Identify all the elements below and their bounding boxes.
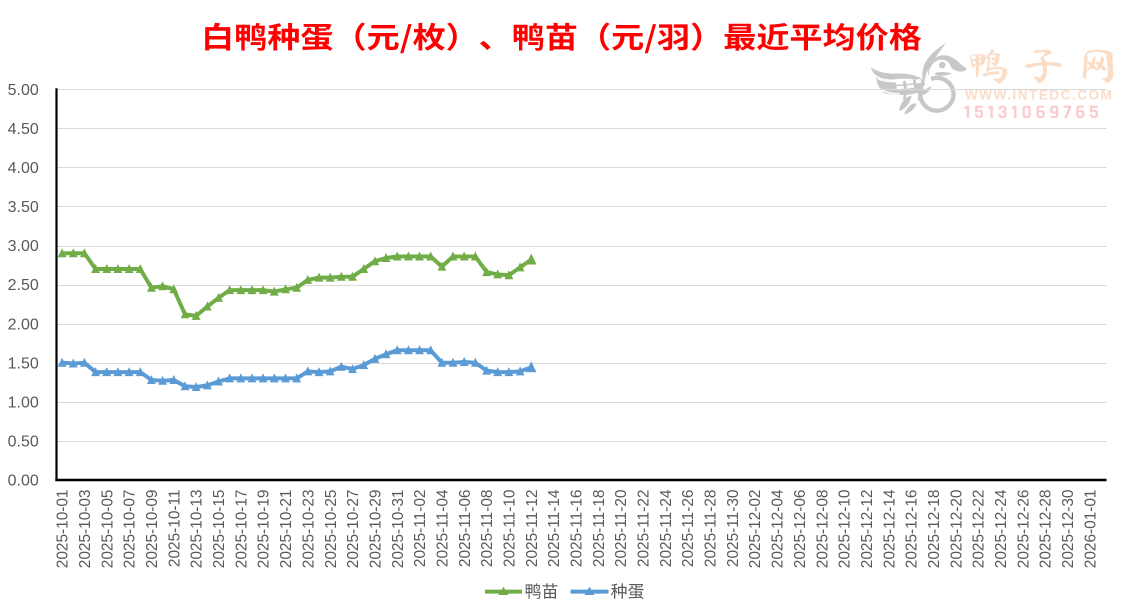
svg-text:2025-12-26: 2025-12-26 <box>1015 490 1032 569</box>
svg-text:2025-10-27: 2025-10-27 <box>345 490 362 569</box>
svg-text:2026-01-01: 2026-01-01 <box>1082 490 1099 569</box>
svg-text:2025-11-28: 2025-11-28 <box>703 490 720 568</box>
svg-text:2025-10-05: 2025-10-05 <box>99 490 116 569</box>
svg-text:2025-12-28: 2025-12-28 <box>1038 490 1055 569</box>
svg-text:0.00: 0.00 <box>8 473 39 490</box>
svg-text:2025-11-04: 2025-11-04 <box>435 489 452 567</box>
svg-text:1.00: 1.00 <box>8 394 39 411</box>
svg-text:2025-11-12: 2025-11-12 <box>524 490 541 568</box>
svg-text:2025-12-20: 2025-12-20 <box>948 490 965 569</box>
svg-text:2025-11-16: 2025-11-16 <box>569 490 586 568</box>
svg-text:2025-10-23: 2025-10-23 <box>300 490 317 569</box>
svg-text:3.50: 3.50 <box>8 199 39 216</box>
svg-text:2.00: 2.00 <box>8 316 39 333</box>
svg-text:2025-11-20: 2025-11-20 <box>613 490 630 568</box>
svg-text:2025-10-13: 2025-10-13 <box>189 490 206 569</box>
svg-text:2025-10-09: 2025-10-09 <box>144 490 161 569</box>
svg-text:2.50: 2.50 <box>8 277 39 294</box>
svg-text:2025-10-31: 2025-10-31 <box>390 490 407 569</box>
svg-text:3.00: 3.00 <box>8 238 39 255</box>
svg-text:2025-10-07: 2025-10-07 <box>122 490 139 569</box>
svg-text:2025-10-11: 2025-10-11 <box>166 490 183 568</box>
svg-text:2025-11-22: 2025-11-22 <box>636 490 653 568</box>
svg-text:2025-12-02: 2025-12-02 <box>747 490 764 569</box>
svg-text:5.00: 5.00 <box>8 82 39 99</box>
svg-text:2025-10-29: 2025-10-29 <box>368 490 385 569</box>
svg-text:2025-10-17: 2025-10-17 <box>233 490 250 569</box>
svg-text:2025-12-30: 2025-12-30 <box>1060 490 1077 569</box>
svg-text:2025-11-26: 2025-11-26 <box>680 490 697 568</box>
svg-text:0.50: 0.50 <box>8 434 39 451</box>
svg-text:2025-12-16: 2025-12-16 <box>904 490 921 569</box>
svg-text:4.50: 4.50 <box>8 121 39 138</box>
svg-text:2025-12-10: 2025-12-10 <box>837 490 854 569</box>
svg-text:2025-11-24: 2025-11-24 <box>658 489 675 567</box>
svg-text:2025-12-22: 2025-12-22 <box>971 490 988 569</box>
svg-text:2025-12-06: 2025-12-06 <box>792 490 809 569</box>
svg-text:2025-11-02: 2025-11-02 <box>412 490 429 568</box>
svg-text:2025-11-08: 2025-11-08 <box>479 490 496 568</box>
svg-text:2025-10-25: 2025-10-25 <box>323 490 340 569</box>
svg-text:2025-10-19: 2025-10-19 <box>256 490 273 569</box>
svg-text:2025-11-18: 2025-11-18 <box>591 490 608 568</box>
svg-text:2025-10-21: 2025-10-21 <box>278 490 295 569</box>
svg-text:2025-10-01: 2025-10-01 <box>55 490 72 569</box>
svg-text:2025-11-14: 2025-11-14 <box>546 489 563 567</box>
svg-text:2025-12-08: 2025-12-08 <box>814 490 831 569</box>
svg-text:2025-11-06: 2025-11-06 <box>457 490 474 568</box>
svg-text:2025-11-10: 2025-11-10 <box>502 490 519 568</box>
svg-text:2025-12-12: 2025-12-12 <box>859 490 876 569</box>
svg-text:2025-10-03: 2025-10-03 <box>77 490 94 569</box>
svg-text:1.50: 1.50 <box>8 355 39 372</box>
svg-text:2025-11-30: 2025-11-30 <box>725 490 742 568</box>
svg-text:2025-12-24: 2025-12-24 <box>993 489 1010 568</box>
svg-text:WWW.INTEDC.COM: WWW.INTEDC.COM <box>965 88 1113 103</box>
svg-text:2025-12-18: 2025-12-18 <box>926 490 943 569</box>
svg-text:2025-12-04: 2025-12-04 <box>770 489 787 568</box>
svg-text:2025-12-14: 2025-12-14 <box>881 489 898 568</box>
svg-text:2025-10-15: 2025-10-15 <box>211 490 228 569</box>
svg-text:4.00: 4.00 <box>8 160 39 177</box>
